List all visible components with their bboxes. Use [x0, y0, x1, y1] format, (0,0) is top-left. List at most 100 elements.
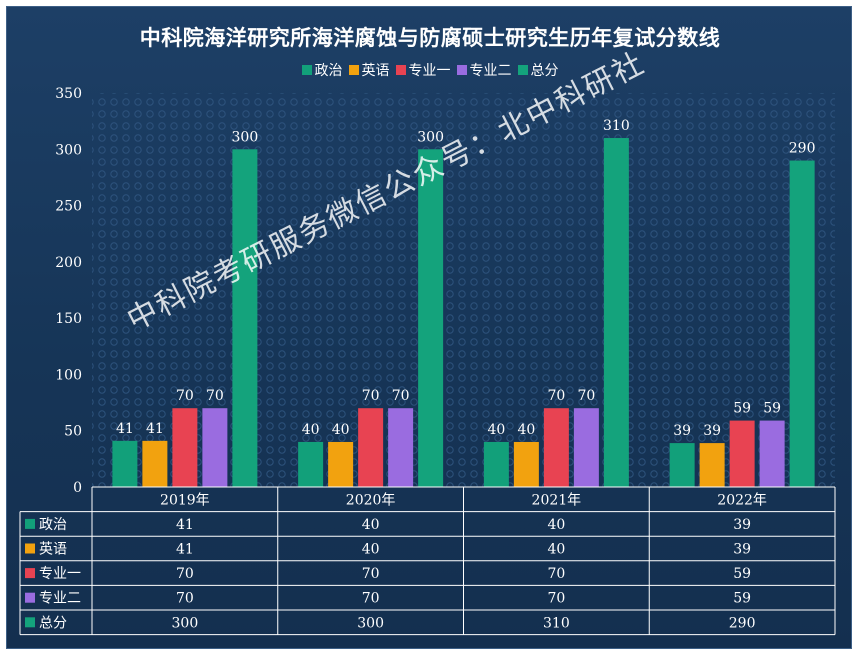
- bar: [112, 440, 138, 487]
- bar: [603, 138, 629, 487]
- bar: [142, 440, 168, 487]
- data-label: 39: [703, 423, 721, 439]
- data-label: 40: [302, 422, 320, 438]
- bar: [202, 408, 228, 487]
- table-cell: 70: [547, 591, 565, 607]
- bar: [729, 420, 755, 487]
- data-label: 70: [176, 388, 194, 404]
- table-cell: 41: [176, 517, 194, 533]
- data-label: 40: [332, 422, 350, 438]
- legend-item: 总分: [517, 60, 559, 80]
- legend-label: 政治: [314, 63, 343, 79]
- y-tick-label: 0: [73, 480, 82, 496]
- bar: [483, 441, 509, 487]
- table-cell: 70: [362, 566, 380, 582]
- y-tick-label: 100: [55, 367, 82, 383]
- legend-swatch: [456, 65, 467, 75]
- table-cell: 40: [547, 517, 565, 533]
- x-tick-label: 2021年: [532, 492, 582, 508]
- bar: [699, 443, 725, 487]
- data-label: 41: [146, 421, 164, 437]
- table-cell: 41: [176, 542, 194, 558]
- data-label: 39: [673, 423, 691, 439]
- table-cell: 300: [172, 615, 199, 631]
- table-series-label: 专业二: [39, 591, 81, 607]
- legend-item: 专业二: [456, 60, 512, 80]
- y-tick-label: 300: [55, 142, 82, 158]
- data-label: 59: [763, 401, 781, 417]
- table-cell: 40: [362, 542, 380, 558]
- table-cell: 39: [733, 517, 751, 533]
- legend-swatch: [517, 65, 528, 75]
- bar: [759, 420, 785, 487]
- table-cell: 300: [357, 615, 384, 631]
- legend-swatch: [348, 65, 359, 75]
- legend-item: 政治: [301, 60, 343, 80]
- table-cell: 40: [547, 542, 565, 558]
- data-label: 40: [517, 422, 535, 438]
- legend-label: 专业一: [408, 63, 451, 79]
- table-cell: 290: [729, 615, 756, 631]
- table-cell: 70: [547, 566, 565, 582]
- bar: [789, 160, 815, 488]
- legend-swatch: [395, 65, 406, 75]
- bar: [418, 149, 444, 488]
- table-legend-swatch: [25, 592, 35, 603]
- data-label: 70: [206, 388, 224, 404]
- bar: [388, 408, 414, 487]
- table-cell: 59: [733, 566, 751, 582]
- data-label: 70: [362, 388, 380, 404]
- data-label: 300: [232, 129, 259, 145]
- table-cell: 70: [176, 591, 194, 607]
- bar: [669, 443, 695, 487]
- data-label: 59: [733, 401, 751, 417]
- bar: [298, 441, 324, 487]
- data-label: 70: [577, 388, 595, 404]
- legend-label: 总分: [530, 63, 559, 79]
- table-legend-swatch: [25, 568, 35, 579]
- bar: [328, 441, 354, 487]
- y-tick-label: 150: [55, 311, 82, 327]
- table-cell: 39: [733, 542, 751, 558]
- bar: [573, 408, 599, 487]
- table-cell: 40: [362, 517, 380, 533]
- data-label: 290: [789, 141, 816, 157]
- y-tick-label: 250: [55, 199, 82, 215]
- x-tick-label: 2019年: [160, 492, 210, 508]
- table-legend-swatch: [25, 617, 35, 628]
- table-cell: 70: [176, 566, 194, 582]
- y-tick-label: 50: [64, 424, 82, 440]
- data-label: 310: [603, 118, 630, 134]
- table-cell: 59: [733, 591, 751, 607]
- legend-label: 英语: [361, 63, 390, 79]
- table-cell: 70: [362, 591, 380, 607]
- table-series-label: 专业一: [39, 566, 81, 582]
- legend-item: 专业一: [395, 60, 451, 80]
- legend-item: 英语: [348, 60, 390, 80]
- table-cell: 310: [543, 615, 570, 631]
- data-label: 41: [116, 421, 134, 437]
- x-tick-label: 2020年: [346, 492, 396, 508]
- bar: [232, 149, 258, 488]
- bar: [358, 408, 384, 487]
- table-series-label: 总分: [39, 615, 67, 631]
- data-label: 70: [392, 388, 410, 404]
- y-tick-label: 350: [55, 86, 82, 102]
- bar: [513, 441, 539, 487]
- data-label: 300: [417, 129, 444, 145]
- data-label: 70: [547, 388, 565, 404]
- bar: [172, 408, 198, 487]
- legend-label: 专业二: [469, 63, 512, 79]
- chart-title: 中科院海洋研究所海洋腐蚀与防腐硕士研究生历年复试分数线: [139, 26, 721, 50]
- legend-swatch: [301, 65, 312, 75]
- bar: [543, 408, 569, 487]
- chart-legend: 政治 英语 专业一 专业二 总分: [0, 60, 860, 80]
- table-series-label: 政治: [39, 517, 67, 533]
- y-tick-label: 200: [55, 255, 82, 271]
- data-label: 40: [487, 422, 505, 438]
- table-legend-swatch: [25, 543, 35, 554]
- table-legend-swatch: [25, 518, 35, 529]
- table-series-label: 英语: [39, 541, 67, 558]
- x-tick-label: 2022年: [717, 492, 767, 508]
